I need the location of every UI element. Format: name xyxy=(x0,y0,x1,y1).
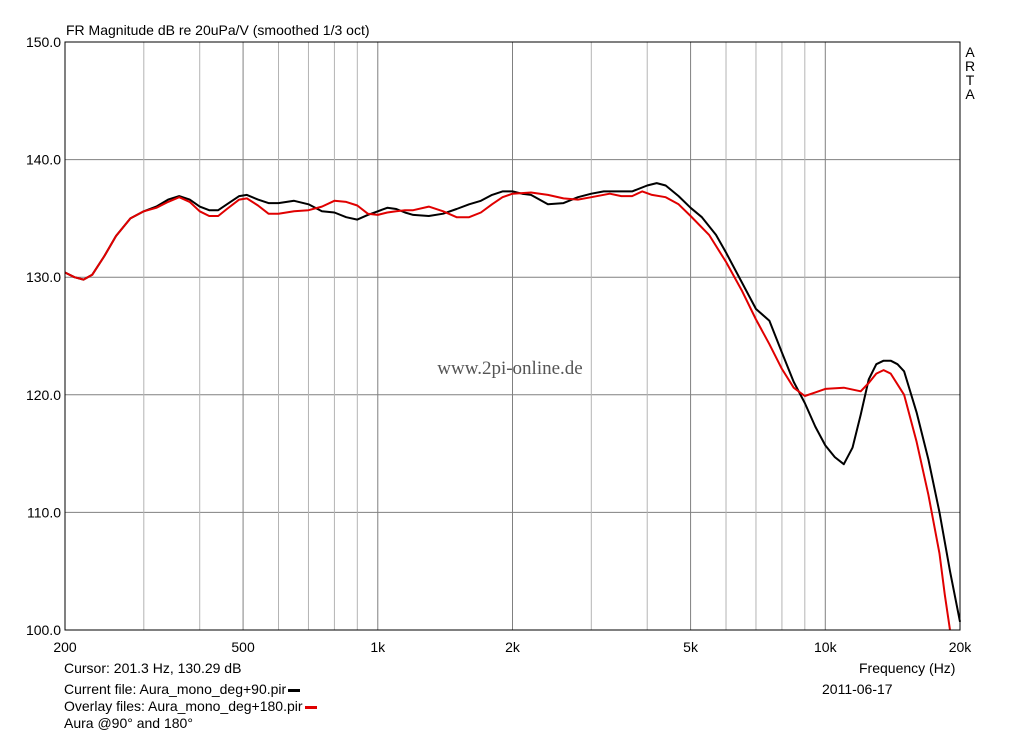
y-tick-label: 100.0 xyxy=(26,622,61,638)
tick-labels: 100.0 110.0 120.0 130.0 140.0 150.0 200 500 1k 2k… xyxy=(26,34,972,655)
y-tick-label: 130.0 xyxy=(26,269,61,285)
x-tick-label: 20k xyxy=(949,639,973,655)
cursor-readout: Cursor: 201.3 Hz, 130.29 dB xyxy=(64,660,242,676)
series-line xyxy=(64,190,951,631)
watermark-text: www.2pi-online.de xyxy=(437,358,582,379)
plot-frame xyxy=(64,41,961,631)
y-tick-label: 140.0 xyxy=(26,152,61,168)
plot-border xyxy=(64,41,961,631)
x-tick-label: 10k xyxy=(814,639,838,655)
date-text: 2011-06-17 xyxy=(822,681,893,697)
overlay-series-swatch xyxy=(304,705,317,709)
arta-letter: A xyxy=(965,86,975,102)
x-tick-label: 5k xyxy=(683,639,699,655)
series-lines xyxy=(64,182,961,631)
arta-letter: T xyxy=(966,72,975,88)
current-series-swatch xyxy=(288,688,301,692)
x-tick-label: 200 xyxy=(53,639,77,655)
current-file-line: Current file: Aura_mono_deg+90.pir xyxy=(64,681,301,697)
overlay-file-line: Overlay files: Aura_mono_deg+180.pir xyxy=(64,698,317,714)
series-line xyxy=(64,182,961,622)
y-tick-label: 120.0 xyxy=(26,387,61,403)
x-tick-label: 1k xyxy=(370,639,386,655)
current-file-text: Current file: Aura_mono_deg+90.pir xyxy=(64,681,287,697)
grid xyxy=(65,42,960,630)
arta-letter: R xyxy=(965,58,975,74)
description-text: Aura @90° and 180° xyxy=(64,715,193,731)
overlay-file-text: Overlay files: Aura_mono_deg+180.pir xyxy=(64,698,303,714)
x-tick-label: 2k xyxy=(505,639,521,655)
y-tick-label: 110.0 xyxy=(27,504,61,520)
arta-letter: A xyxy=(965,44,975,60)
x-tick-label: 500 xyxy=(231,639,255,655)
y-tick-label: 150.0 xyxy=(26,34,61,50)
x-axis-label: Frequency (Hz) xyxy=(859,660,956,676)
chart-title: FR Magnitude dB re 20uPa/V (smoothed 1/3… xyxy=(66,22,370,38)
